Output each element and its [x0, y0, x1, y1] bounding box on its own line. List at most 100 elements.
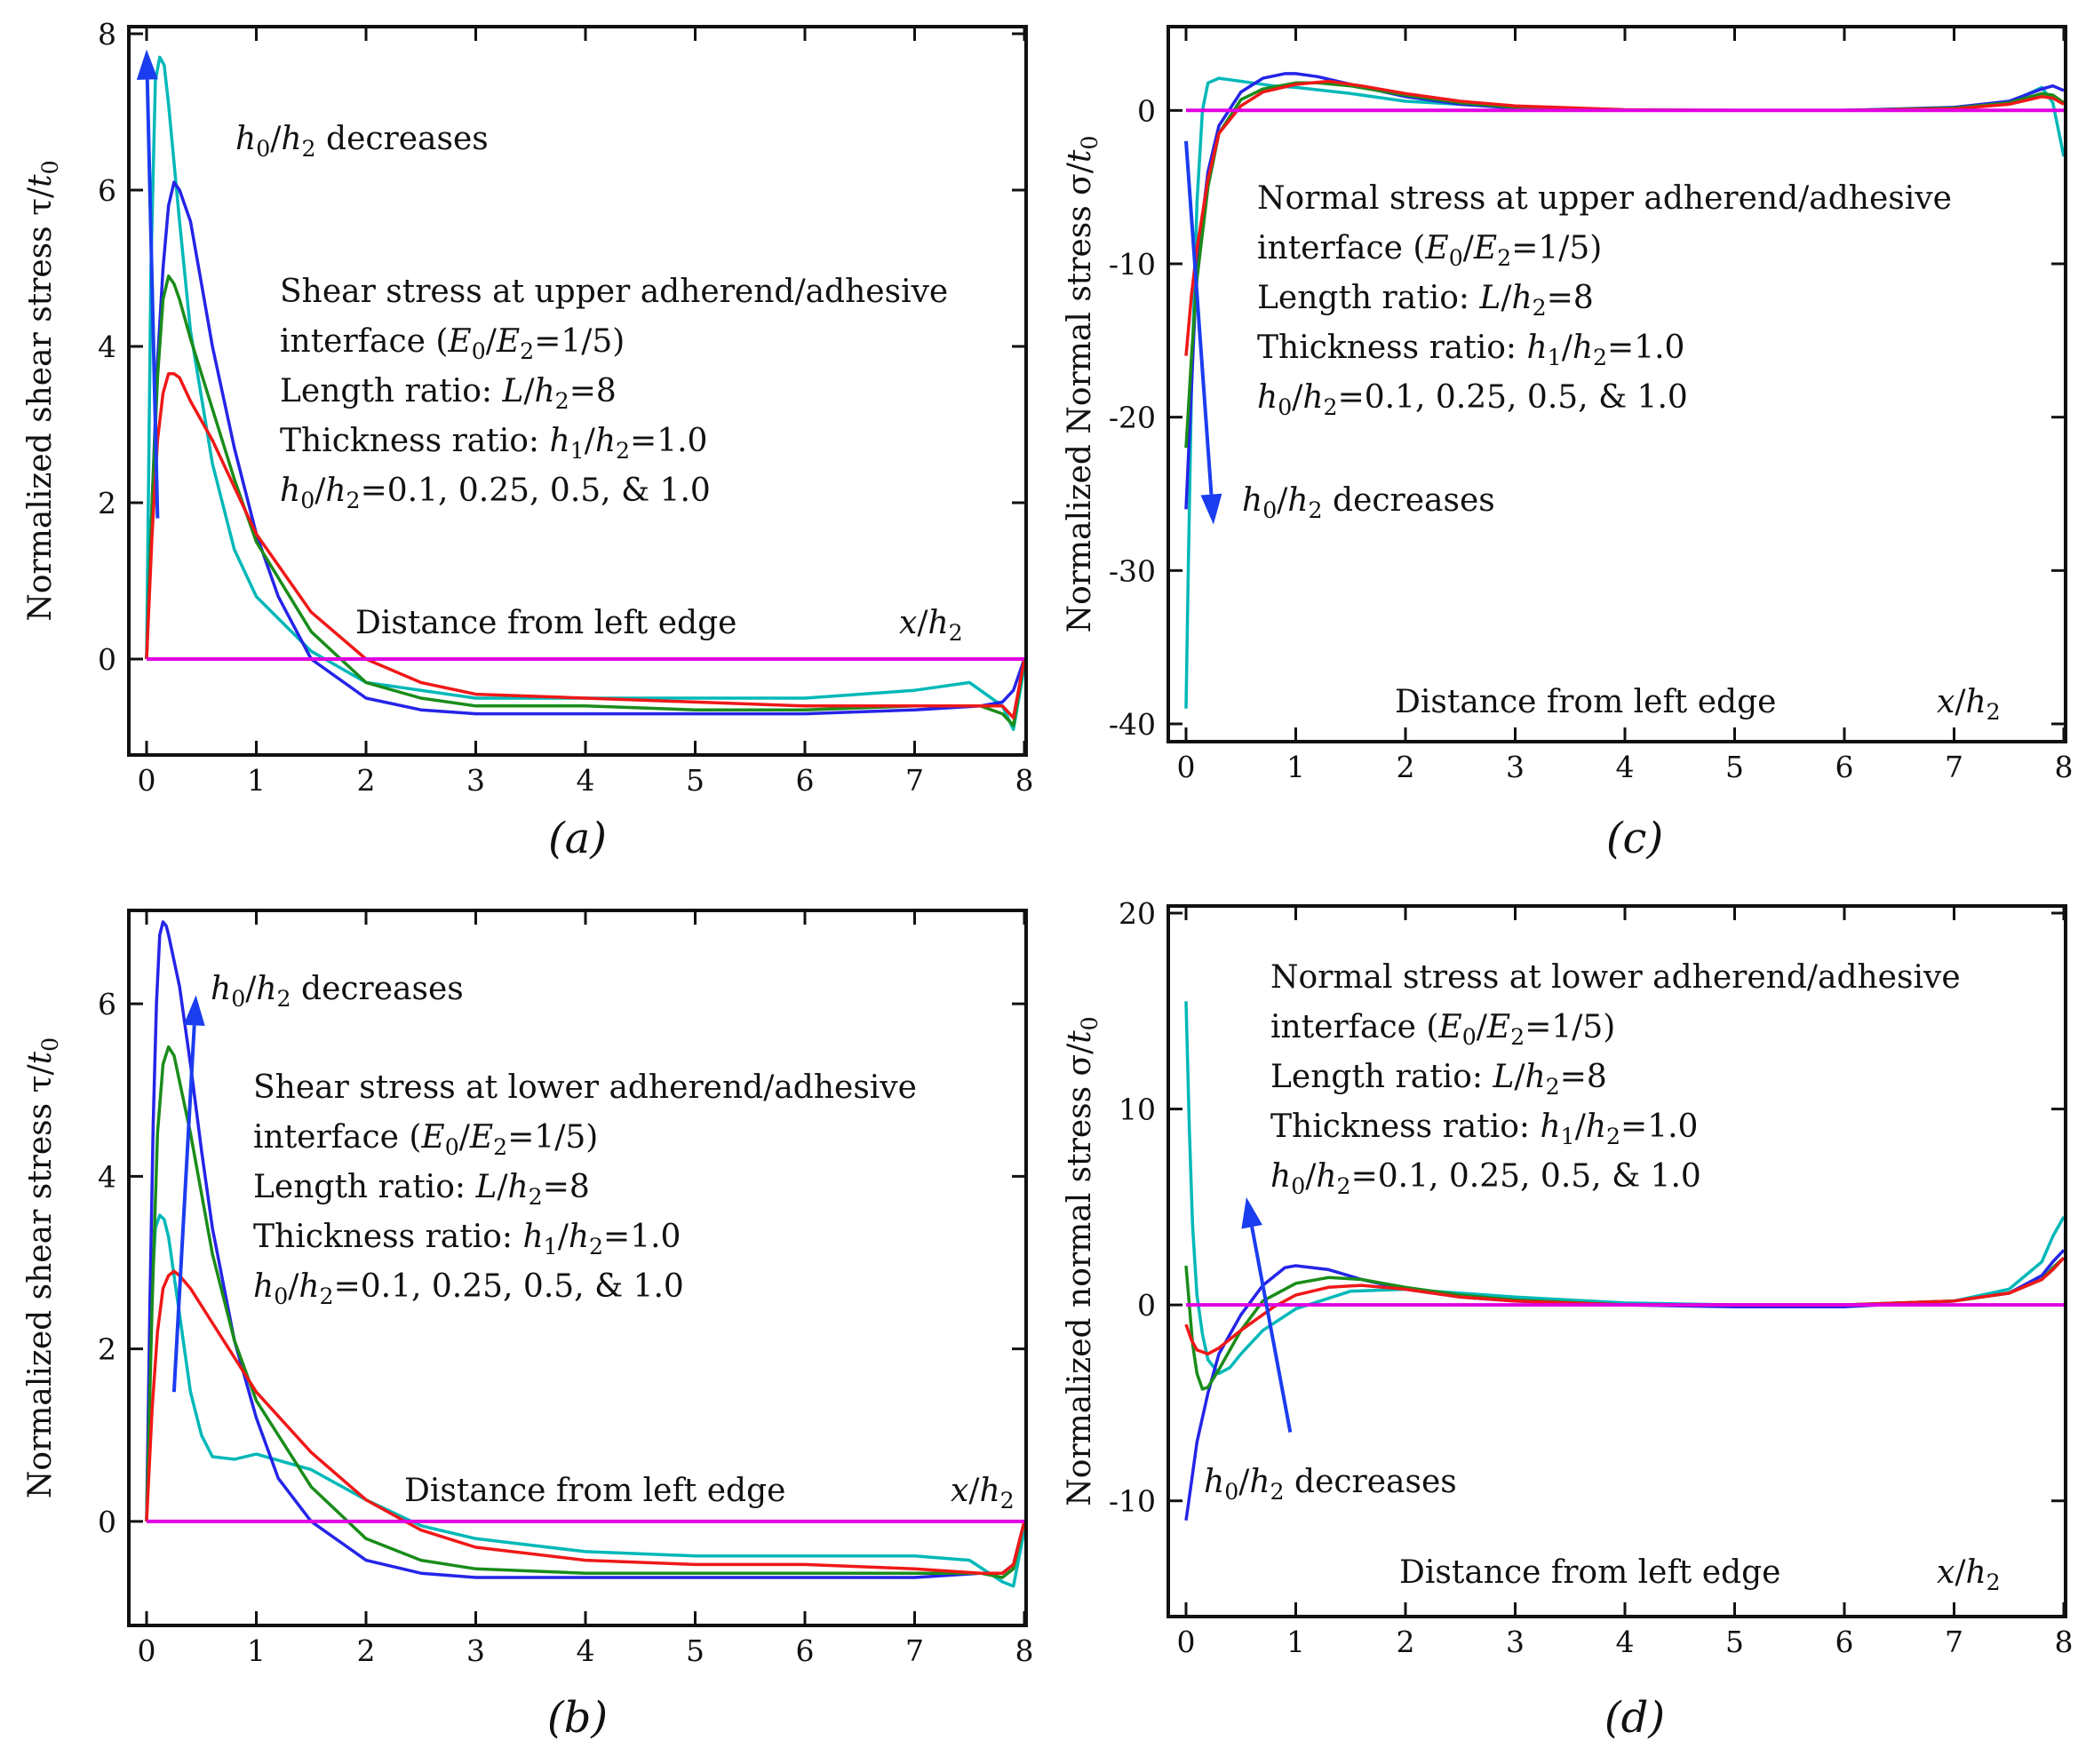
series-line-h0-h2-1-0: [1184, 79, 2064, 356]
annotation-line: Thickness ratio: h1​/h2​=1.0: [280, 423, 707, 464]
y-axis-label: Normalized normal stress σ/t0​: [1062, 1016, 1103, 1506]
x-tick-label: 6: [796, 763, 815, 798]
panel-caption: (c): [1606, 814, 1663, 863]
annotation-line: Thickness ratio: h1​/h2​=1.0: [1257, 330, 1684, 370]
panel-d: 0 1 2 3 4 5 6 7 8 -10 0 10 20 h0​/h2​ decreases Normal…: [1062, 896, 2074, 1743]
y-tick-label: 8: [98, 17, 116, 52]
plot-frame: [127, 25, 1028, 757]
annotation-line: Shear stress at lower adherend/adhesive: [253, 1069, 917, 1106]
panel-caption: (a): [548, 814, 607, 863]
y-tick-label: -30: [1109, 553, 1156, 588]
plot-frame: [127, 909, 1028, 1627]
y-axis-label: Normalized shear stress τ/t0​: [22, 160, 63, 621]
series-line-h0-h2-0-1: [145, 1213, 1024, 1588]
x-tick-label: 3: [466, 1633, 485, 1668]
x-tick-label: 6: [796, 1633, 815, 1668]
x-tick-label: 2: [1397, 1625, 1415, 1659]
x-tick-label: 8: [1015, 763, 1034, 798]
annotation-line: Length ratio: L/h2​=8: [253, 1169, 590, 1210]
x-tick-label: 5: [686, 763, 705, 798]
y-tick-label: 20: [1119, 896, 1156, 931]
x-tick-label: 7: [1945, 750, 1963, 784]
trend-arrow-head: [136, 49, 158, 80]
x-axis-label: Distance from left edge: [1395, 684, 1776, 720]
series-line-h0-h2-0-25: [145, 920, 1024, 1579]
x-tick-label: 4: [577, 1633, 595, 1668]
y-tick-label: 2: [98, 486, 116, 520]
series-line-h0-h2-1-0: [1184, 1257, 2064, 1356]
x-tick-label: 2: [357, 763, 376, 798]
x-tick-label: 3: [1506, 1625, 1525, 1659]
y-axis-label: Normalized Normal stress σ/t0​: [1062, 136, 1103, 633]
x-tick-label: 3: [466, 763, 485, 798]
annotation-line: Shear stress at upper adherend/adhesive: [280, 274, 948, 310]
series-line-h0-h2-0-1: [145, 55, 1024, 731]
annotation-line: interface (E0​/E2​=1/5): [280, 323, 625, 364]
x-tick-label: 4: [1616, 1625, 1635, 1659]
annotation-line: Normal stress at lower adherend/adhesive: [1270, 959, 1961, 996]
x-axis-label: Distance from left edge: [1399, 1554, 1780, 1591]
arrow-label: h0​/h2​ decreases: [1204, 1464, 1457, 1505]
y-tick-label: -10: [1109, 1484, 1156, 1519]
x-tick-label: 3: [1506, 750, 1525, 784]
panel-caption: (b): [547, 1693, 608, 1743]
x-tick-label: 1: [1286, 1625, 1305, 1659]
annotation-line: interface (E0​/E2​=1/5): [1270, 1009, 1615, 1050]
annotation-line: h0​/h2​=0.1, 0.25, 0.5, & 1.0: [253, 1268, 684, 1309]
x-tick-label: 6: [1835, 750, 1854, 784]
y-tick-label: 0: [1137, 1288, 1156, 1323]
arrow-label: h0​/h2​ decreases: [1242, 482, 1495, 523]
annotation-line: Length ratio: L/h2​=8: [1257, 280, 1594, 321]
x-tick-label: 1: [247, 1633, 266, 1668]
x-tick-label: 2: [357, 1633, 376, 1668]
x-tick-label: 5: [1725, 1625, 1744, 1659]
series-line-h0-h2-1-0: [145, 1269, 1024, 1575]
x-tick-label: 7: [1945, 1625, 1963, 1659]
annotation-line: interface (E0​/E2​=1/5): [1257, 230, 1602, 271]
arrow-label: h0​/h2​ decreases: [235, 121, 489, 162]
x-tick-label: 0: [138, 763, 156, 798]
x-tick-label: 7: [905, 1633, 924, 1668]
y-tick-label: 0: [98, 1505, 116, 1539]
y-tick-label: -40: [1109, 707, 1156, 742]
series-line-h0-h2-0-1: [1184, 1001, 2064, 1376]
y-tick-label: -20: [1109, 401, 1156, 435]
annotation-line: Length ratio: L/h2​=8: [1270, 1059, 1607, 1100]
x-axis-symbol: x/h2​: [1937, 1554, 2001, 1595]
x-tick-label: 4: [1616, 750, 1635, 784]
panel-a: 0 1 2 3 4 5 6 7 8 0 2 4 6 8 h0​/h2​ decreases Shear str…: [22, 17, 1034, 863]
series-line-h0-h2-0-25: [145, 180, 1024, 716]
trend-arrow-head: [183, 995, 205, 1027]
x-tick-label: 8: [1015, 1633, 1034, 1668]
annotation-line: interface (E0​/E2​=1/5): [253, 1119, 598, 1160]
x-tick-label: 5: [686, 1633, 705, 1668]
series-line-h0-h2-0-5: [145, 1045, 1024, 1579]
trend-arrow: [145, 79, 160, 519]
x-axis-symbol: x/h2​: [951, 1473, 1015, 1514]
series-line-h0-h2-1-0: [145, 372, 1024, 719]
x-tick-label: 5: [1725, 750, 1744, 784]
x-axis-label: Distance from left edge: [404, 1473, 785, 1509]
annotation-line: Thickness ratio: h1​/h2​=1.0: [253, 1219, 681, 1259]
panel-c: 0 1 2 3 4 5 6 7 8 -40 -30 -20 -10 0 h0​/h2​ decreases N…: [1062, 25, 2074, 863]
x-tick-label: 8: [2055, 1625, 2074, 1659]
annotation-line: h0​/h2​=0.1, 0.25, 0.5, & 1.0: [1270, 1158, 1701, 1199]
y-tick-label: 6: [98, 173, 116, 208]
panel-caption: (d): [1604, 1693, 1665, 1743]
trend-arrow: [171, 1025, 196, 1393]
panel-b: 0 1 2 3 4 5 6 7 8 0 2 4 6 h0​/h2​ decreases Shear stre…: [22, 909, 1034, 1743]
trend-arrow: [1184, 140, 1214, 495]
y-axis-label: Normalized shear stress τ/t0​: [22, 1037, 63, 1498]
y-tick-label: 6: [98, 987, 116, 1021]
x-tick-label: 2: [1397, 750, 1415, 784]
arrow-label: h0​/h2​ decreases: [211, 971, 464, 1012]
series-line-h0-h2-0-5: [1184, 1256, 2064, 1391]
y-tick-label: -10: [1109, 247, 1156, 282]
annotation-line: Length ratio: L/h2​=8: [280, 373, 617, 414]
trend-arrow-head: [1241, 1196, 1262, 1229]
trend-arrow-head: [1200, 493, 1222, 525]
trend-arrow: [1250, 1226, 1293, 1433]
y-tick-label: 2: [98, 1332, 116, 1367]
x-tick-label: 6: [1835, 1625, 1854, 1659]
